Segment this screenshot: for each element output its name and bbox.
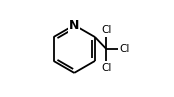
Text: Cl: Cl: [101, 63, 112, 73]
Text: Cl: Cl: [119, 44, 130, 54]
Text: N: N: [69, 19, 79, 32]
Text: Cl: Cl: [101, 25, 112, 35]
